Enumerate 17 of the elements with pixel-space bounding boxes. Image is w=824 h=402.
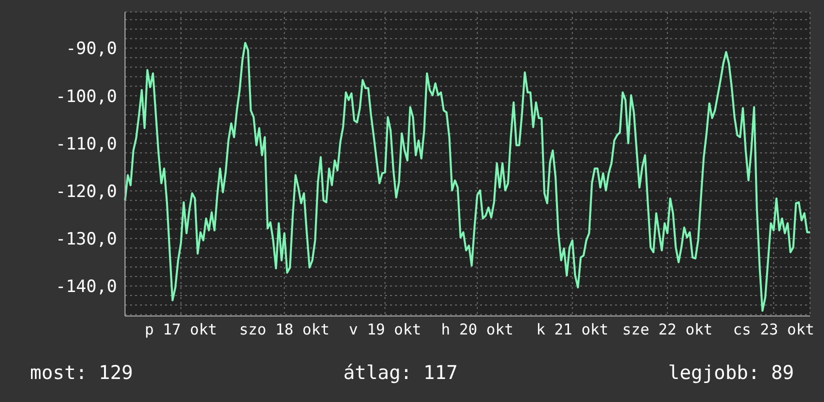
y-tick-label: -110,0 xyxy=(56,134,117,154)
x-tick-label: sze 22 okt xyxy=(622,320,713,339)
y-tick-label: -90,0 xyxy=(66,39,117,60)
text: legjobb: 89 xyxy=(668,362,794,384)
x-tick-label: p 17 okt xyxy=(144,320,218,339)
x-tick-label: v 19 okt xyxy=(348,320,422,339)
line-series xyxy=(124,42,811,312)
y-tick-label: -130,0 xyxy=(56,229,117,250)
y-tick-label: -120,0 xyxy=(56,182,117,202)
y-tick-label: -100,0 xyxy=(56,86,117,107)
x-tick-label: cs 23 okt xyxy=(733,320,814,339)
text: most: 129 xyxy=(30,362,133,384)
text: átlag: 117 xyxy=(343,362,458,384)
x-tick-label: szo 18 okt xyxy=(239,320,330,339)
x-tick-label: k 21 okt xyxy=(536,320,608,339)
y-tick-label: -140,0 xyxy=(56,277,117,298)
x-tick-label: h 20 okt xyxy=(441,320,514,339)
